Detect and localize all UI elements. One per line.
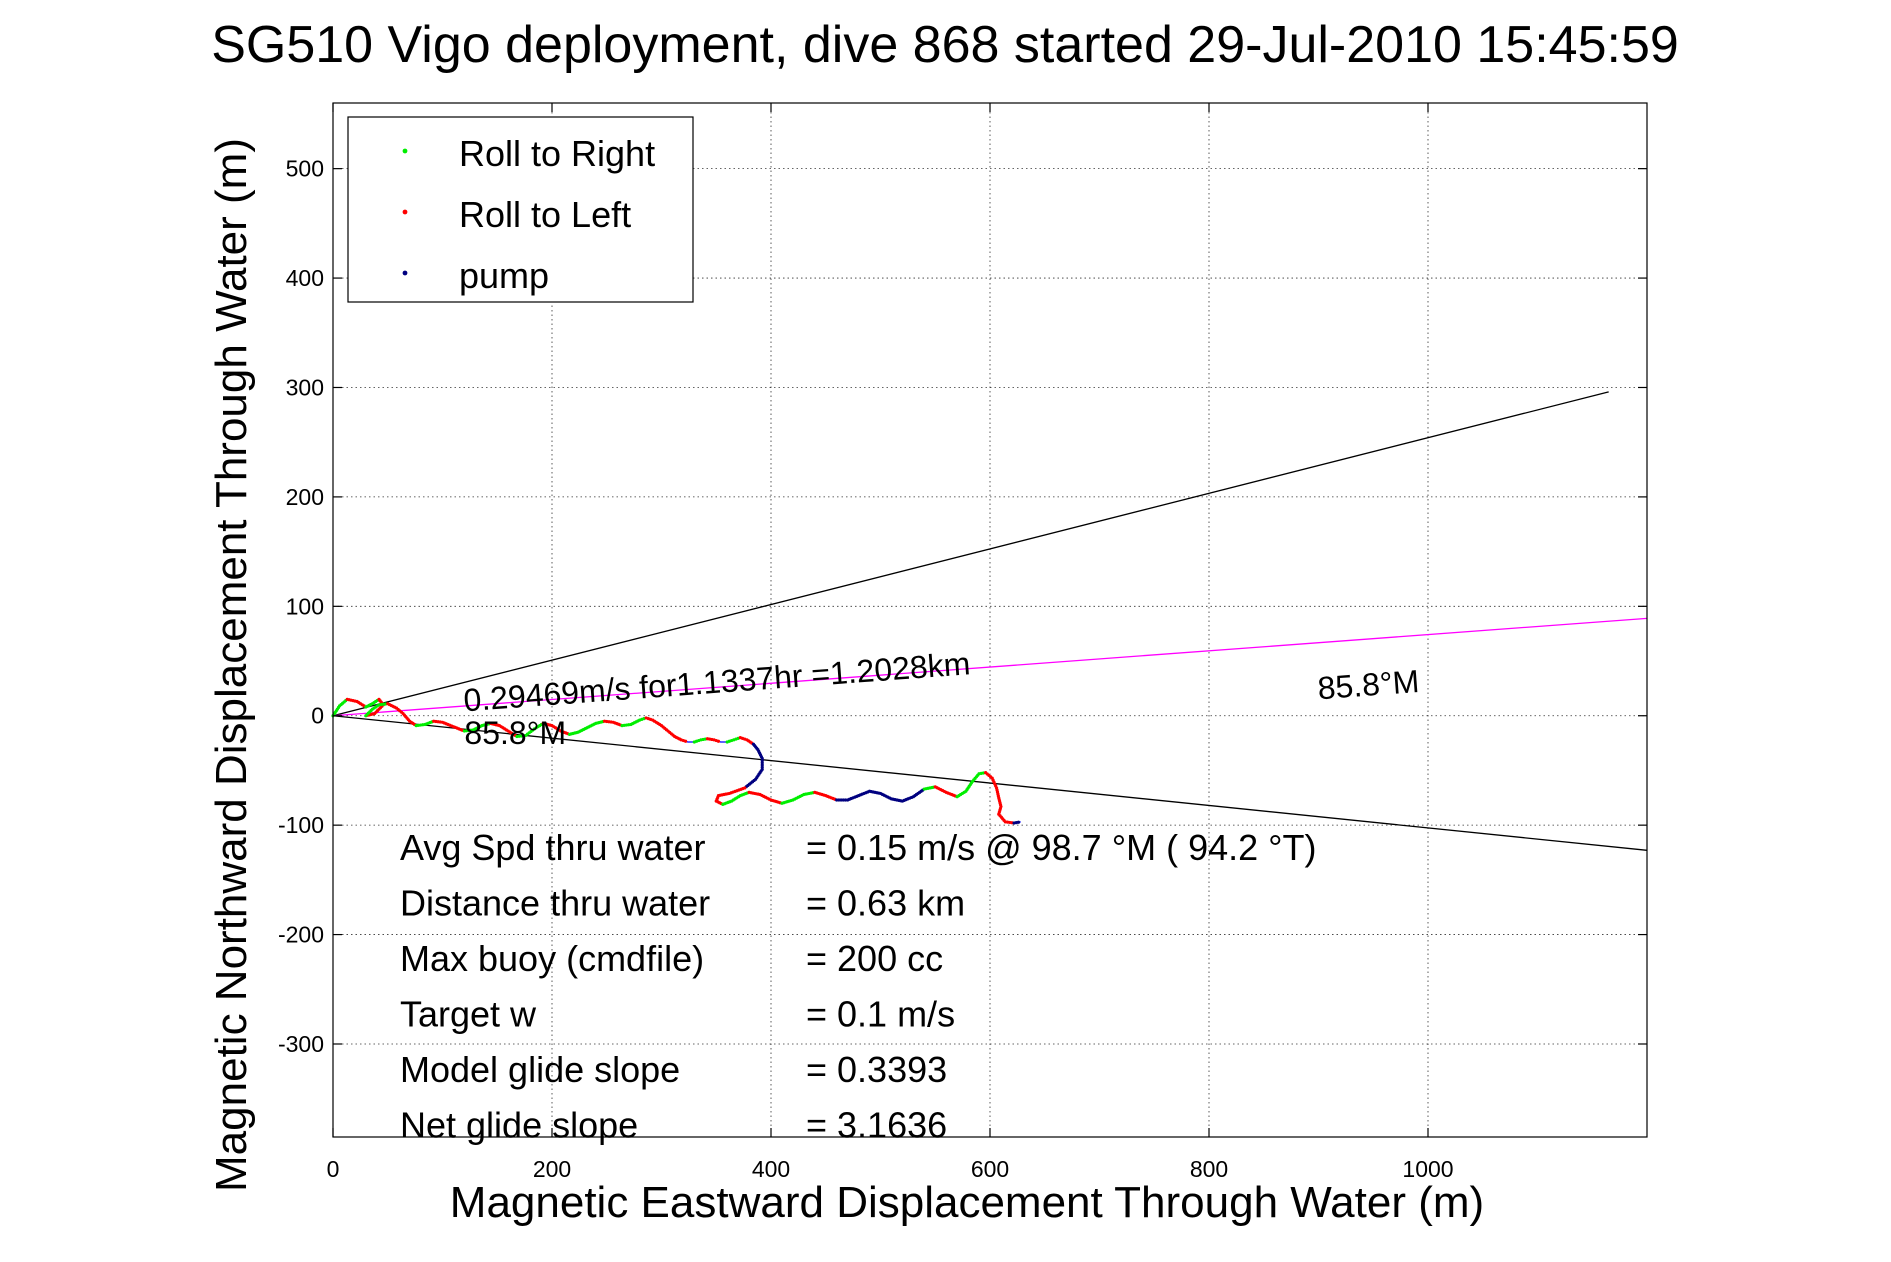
stat-label: Max buoy (cmdfile) (400, 938, 704, 979)
stat-value: = 200 cc (806, 938, 943, 979)
pump-point (760, 763, 764, 767)
stat-label: Model glide slope (400, 1049, 680, 1090)
heading-line-1 (332, 391, 1609, 717)
stat-label: Distance thru water (400, 883, 710, 924)
x-tick-label: 200 (533, 1156, 571, 1182)
stat-value: = 0.63 km (806, 883, 965, 924)
pump-point (835, 798, 839, 802)
legend-marker-2 (402, 209, 408, 215)
y-tick-label: -100 (278, 812, 324, 838)
pump-point (839, 798, 843, 802)
x-tick-label: 0 (327, 1156, 340, 1182)
pump-point (1016, 820, 1021, 824)
legend-marker-1 (402, 148, 408, 154)
legend-marker-3 (402, 270, 408, 276)
y-axis-label: Magnetic Northward Displacement Through … (207, 138, 256, 1192)
legend-label-3: pump (459, 255, 549, 296)
heading-lines (332, 391, 1648, 851)
x-tick-label: 600 (971, 1156, 1009, 1182)
pump-point (760, 761, 764, 765)
y-tick-label: 300 (286, 374, 324, 400)
y-tick-label: 100 (286, 593, 324, 619)
pump-point (841, 798, 845, 802)
legend: Roll to Right Roll to Left pump (347, 116, 694, 303)
pump-point (760, 759, 764, 763)
y-tick-label: 0 (311, 703, 324, 729)
pump-point (760, 756, 764, 761)
y-tick-label: -300 (278, 1031, 324, 1057)
y-tick-label: 200 (286, 484, 324, 510)
stat-value: = 0.3393 (806, 1049, 947, 1090)
x-tick-label: 400 (752, 1156, 790, 1182)
heading-line-3 (332, 617, 1648, 717)
annotation-2: 85.8°M (1316, 663, 1420, 706)
pump-point (837, 798, 841, 802)
stats-block: Avg Spd thru water = 0.15 m/s @ 98.7 °M (… (400, 827, 1317, 1146)
roll-left-point (716, 739, 721, 743)
x-axis-label: Magnetic Eastward Displacement Through W… (450, 1178, 1484, 1227)
pump-point (760, 765, 764, 769)
y-tick-label: 500 (286, 156, 324, 182)
pump-point (843, 798, 848, 802)
annotation-3: 85.8°M (464, 715, 566, 751)
stat-value: = 0.15 m/s @ 98.7 °M ( 94.2 °T) (806, 827, 1317, 868)
x-axis-ticks: 0 200 400 600 800 1000 (327, 103, 1454, 1182)
dive-track (331, 697, 1021, 825)
y-tick-label: -200 (278, 922, 324, 948)
y-axis-ticks: 500 400 300 200 100 0 -100 -200 -300 (278, 156, 1647, 1057)
stat-value: = 3.1636 (806, 1105, 947, 1146)
legend-label-1: Roll to Right (459, 133, 655, 174)
x-tick-label: 800 (1190, 1156, 1228, 1182)
legend-label-2: Roll to Left (459, 194, 631, 235)
stat-label: Target w (400, 994, 537, 1035)
heading-line-2 (332, 715, 1648, 851)
roll-left-point (683, 739, 688, 743)
x-tick-label: 1000 (1402, 1156, 1453, 1182)
stat-value: = 0.1 m/s (806, 994, 955, 1035)
stat-label: Avg Spd thru water (400, 827, 706, 868)
chart-title: SG510 Vigo deployment, dive 868 started … (211, 16, 1679, 74)
y-tick-label: 400 (286, 265, 324, 291)
stat-label: Net glide slope (400, 1105, 638, 1146)
